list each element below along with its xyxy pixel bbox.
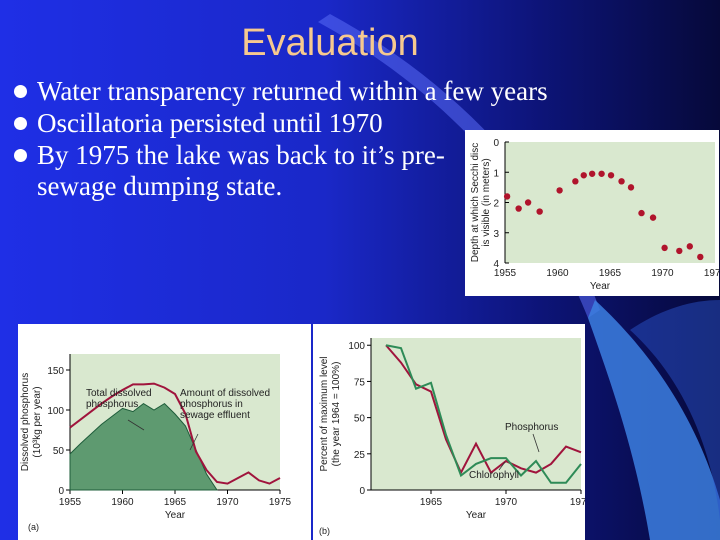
secchi-chart: 1955 1960 1965 1970 1975 0 1 2 3 4 Year Depth at wh… — [470, 138, 720, 292]
data-point — [618, 178, 625, 185]
bullet-item: Water transparency returned within a few… — [14, 76, 584, 107]
data-point — [661, 244, 668, 252]
data-point — [686, 243, 693, 250]
y-tick-label: 100 — [348, 341, 365, 352]
data-point — [503, 193, 511, 200]
annotation-pointer — [189, 433, 199, 451]
bullet-item: By 1975 the lake was back to it’s pre-se… — [14, 140, 584, 202]
bullet-item: Oscillatoria persisted until 1970 — [14, 108, 584, 139]
bullet-dot-icon — [14, 117, 27, 130]
x-tick-label: 1970 — [216, 497, 239, 508]
y-tick-label: 25 — [354, 450, 366, 461]
annotation-total-phosphorus: Total dissolved phosphorus — [86, 388, 152, 410]
x-tick-label: 1960 — [111, 497, 134, 508]
bullet-text: By 1975 the lake was back to it’s pre-se… — [37, 140, 445, 201]
x-axis-label: Year — [165, 510, 186, 521]
bullet-text: Oscillatoria persisted until 1970 — [37, 108, 383, 138]
data-point — [607, 172, 615, 179]
y-tick-label: 2 — [493, 199, 499, 210]
x-tick-label: 1955 — [494, 268, 517, 279]
x-tick-label: 1960 — [546, 268, 569, 279]
series-label-phosphorus: Phosphorus — [505, 422, 558, 433]
bullet-list: Water transparency returned within a few… — [14, 76, 584, 203]
data-point — [524, 199, 532, 206]
series-line-chlorophyll — [385, 344, 582, 484]
data-point — [580, 172, 587, 179]
y-tick-label: 3 — [493, 229, 499, 240]
percent-panel: 1965 1970 1975 0 25 50 75 100 Year Phosphorus Chlo… — [313, 324, 593, 540]
x-tick-label: 1975 — [704, 268, 719, 279]
bullet-dot-icon — [14, 85, 27, 98]
phosphorus-chart: 1955 1960 1965 1970 1975 0 50 100 150 Year (a) Diss… — [20, 354, 292, 532]
y-tick-label: 0 — [493, 138, 499, 149]
data-point — [588, 170, 596, 177]
plot-area — [505, 142, 715, 263]
x-axis-label: Year — [590, 281, 611, 292]
annotation-pointer — [498, 461, 506, 471]
plot-area — [371, 338, 581, 490]
y-axis-label: Dissolved phosphorus(10³kg per year) — [20, 373, 43, 471]
y-tick-label: 100 — [47, 406, 64, 417]
data-point — [572, 178, 579, 185]
x-tick-label: 1955 — [59, 497, 82, 508]
y-tick-label: 75 — [354, 377, 366, 388]
x-tick-label: 1975 — [570, 497, 585, 508]
data-point — [556, 187, 563, 194]
data-point — [676, 247, 683, 255]
secchi-panel: 1955 1960 1965 1970 1975 0 1 2 3 4 Year Depth at wh… — [465, 130, 720, 296]
series-line-phosphorus — [385, 344, 582, 475]
annotation-pointer — [532, 433, 540, 453]
slide-title: Evaluation — [241, 22, 419, 64]
y-tick-label: 50 — [53, 446, 65, 457]
x-tick-label: 1965 — [599, 268, 622, 279]
y-tick-label: 0 — [359, 486, 365, 497]
percent-chart: 1965 1970 1975 0 25 50 75 100 Year Phosphorus Chlo… — [319, 338, 593, 536]
data-point — [536, 208, 543, 215]
y-axis-label: Depth at which Secchi discis visible (in… — [470, 143, 492, 263]
annotation-pointer — [127, 419, 145, 431]
data-point — [627, 184, 635, 191]
phosphorus-panel: 1955 1960 1965 1970 1975 0 50 100 150 Year (a) Diss… — [18, 324, 311, 540]
y-tick-label: 1 — [493, 168, 499, 179]
data-point — [638, 209, 645, 217]
y-tick-label: 4 — [493, 259, 499, 270]
series-line-total-phosphorus — [69, 382, 281, 485]
bullet-dot-icon — [14, 149, 27, 162]
panel-label: (a) — [28, 522, 39, 532]
y-axis-label: Percent of maximum level(the year 1964 =… — [319, 356, 342, 471]
data-point — [598, 170, 605, 177]
data-point — [649, 214, 657, 221]
series-label-chlorophyll: Chlorophyll — [469, 470, 519, 481]
data-point — [515, 205, 522, 212]
x-tick-label: 1965 — [420, 497, 443, 508]
x-axis-label: Year — [466, 510, 487, 521]
y-tick-label: 150 — [47, 366, 64, 377]
bullet-text: Water transparency returned within a few… — [37, 76, 548, 106]
y-tick-label: 50 — [354, 414, 366, 425]
x-tick-label: 1965 — [164, 497, 187, 508]
panel-label: (b) — [319, 526, 330, 536]
x-tick-label: 1970 — [495, 497, 518, 508]
x-tick-label: 1970 — [651, 268, 674, 279]
data-point — [697, 253, 704, 261]
annotation-sewage-effluent: Amount of dissolved phosphorus in sewage e… — [180, 388, 270, 421]
x-tick-label: 1975 — [269, 497, 292, 508]
y-tick-label: 0 — [58, 486, 64, 497]
